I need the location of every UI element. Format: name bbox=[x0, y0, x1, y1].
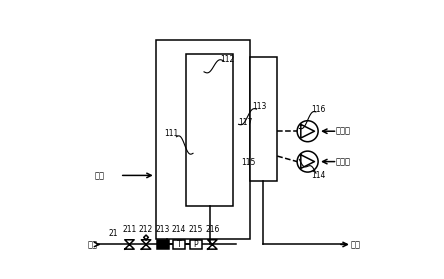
Text: 114: 114 bbox=[312, 171, 326, 180]
Bar bbox=[157, 240, 169, 249]
Text: 117: 117 bbox=[238, 118, 253, 128]
Bar bbox=[156, 40, 250, 239]
Text: 二次风: 二次风 bbox=[336, 127, 350, 136]
Text: P: P bbox=[194, 240, 198, 249]
Text: 21: 21 bbox=[108, 229, 118, 238]
Text: 213: 213 bbox=[155, 225, 170, 234]
Text: T: T bbox=[177, 240, 182, 249]
Text: 215: 215 bbox=[189, 225, 203, 234]
Bar bbox=[250, 57, 277, 181]
Text: 煤炭: 煤炭 bbox=[95, 171, 105, 180]
Text: 一次风: 一次风 bbox=[336, 157, 350, 166]
Text: 113: 113 bbox=[252, 102, 266, 111]
Text: 214: 214 bbox=[172, 225, 186, 234]
Bar bbox=[190, 240, 202, 249]
Text: 211: 211 bbox=[123, 225, 137, 234]
Text: 212: 212 bbox=[139, 225, 153, 234]
Circle shape bbox=[297, 151, 318, 172]
Text: 111: 111 bbox=[164, 129, 178, 138]
Bar bbox=[173, 240, 185, 249]
Text: 115: 115 bbox=[241, 158, 255, 167]
Circle shape bbox=[297, 121, 318, 142]
Text: 112: 112 bbox=[220, 55, 234, 64]
Text: 116: 116 bbox=[312, 105, 326, 114]
Text: 废气: 废气 bbox=[87, 240, 97, 249]
Bar bbox=[186, 54, 233, 206]
Text: 216: 216 bbox=[205, 225, 219, 234]
Text: 烟气: 烟气 bbox=[351, 240, 361, 249]
